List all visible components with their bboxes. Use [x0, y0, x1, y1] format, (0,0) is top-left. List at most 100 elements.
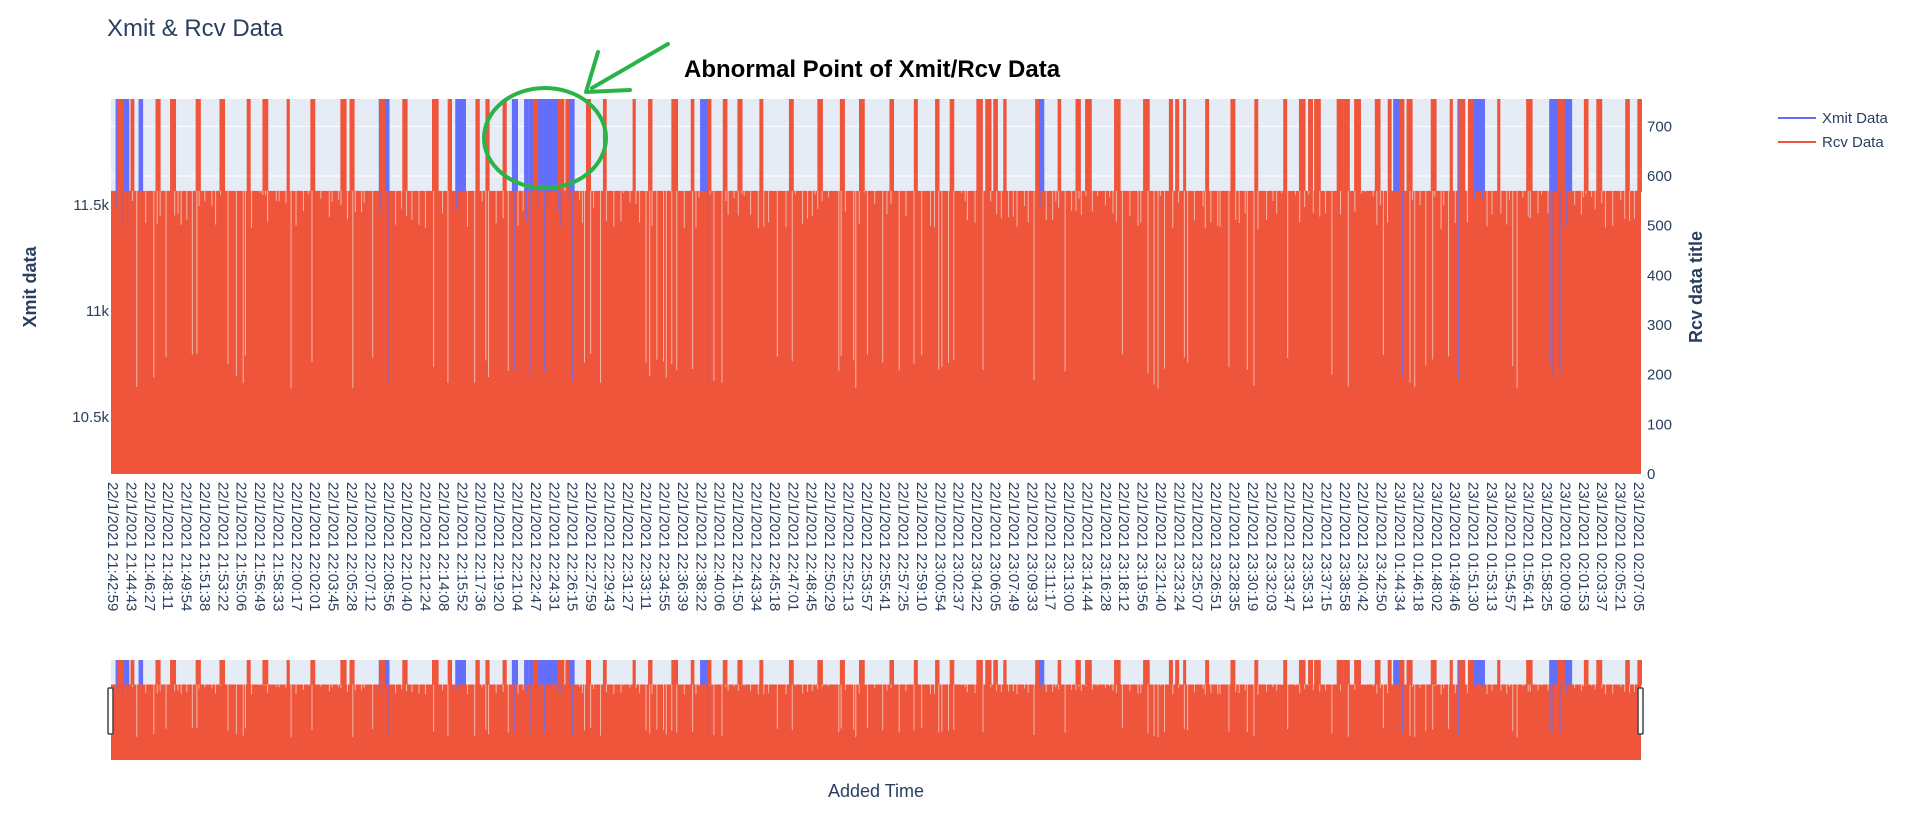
rcv-spike — [839, 660, 845, 686]
y-right-tick-label: 300 — [1647, 317, 1672, 334]
x-tick-label: 22/1/2021 22:26:15 — [564, 482, 581, 611]
rcv-spike — [195, 660, 201, 686]
range-slider[interactable] — [107, 660, 1644, 760]
rcv-spike — [219, 99, 226, 192]
annotation-arrow-head — [584, 50, 632, 94]
rcv-spike — [1557, 99, 1565, 192]
x-tick-label: 22/1/2021 22:17:36 — [472, 482, 489, 611]
x-tick-label: 22/1/2021 22:08:56 — [380, 482, 397, 611]
rcv-spike — [1283, 660, 1288, 686]
x-tick-label: 22/1/2021 23:40:42 — [1354, 482, 1371, 611]
rcv-spike — [737, 99, 743, 192]
rcv-spike — [1003, 99, 1007, 192]
x-tick-label: 22/1/2021 22:07:12 — [361, 482, 378, 611]
rcv-spike — [788, 660, 794, 686]
x-tick-label: 22/1/2021 23:35:31 — [1299, 482, 1316, 611]
y-right-tick-label: 100 — [1647, 416, 1672, 433]
x-tick-label: 22/1/2021 22:40:06 — [711, 482, 728, 611]
rcv-spike — [632, 660, 636, 686]
slider-handle-right[interactable] — [1637, 687, 1644, 735]
rcv-spike — [1168, 99, 1173, 192]
rcv-spike — [976, 660, 983, 686]
rcv-spike — [1168, 660, 1173, 686]
annotation-circle — [482, 86, 608, 190]
x-tick-label: 22/1/2021 22:38:22 — [692, 482, 709, 611]
rcv-spike — [1467, 99, 1474, 192]
rcv-spike — [1308, 99, 1314, 192]
rcv-spike — [585, 99, 592, 192]
rcv-spike — [502, 660, 507, 686]
rcv-spike — [1035, 660, 1040, 686]
legend-label-xmit[interactable]: Xmit Data — [1822, 110, 1889, 127]
left-axis-ticks: 10.5k 11k 11.5k — [72, 197, 109, 426]
x-tick-label: 22/1/2021 23:19:56 — [1134, 482, 1151, 611]
rcv-spike — [1387, 99, 1392, 192]
x-tick-label: 23/1/2021 01:56:41 — [1520, 482, 1537, 611]
rcv-spike — [432, 99, 439, 192]
rcv-spike — [859, 660, 865, 686]
y-right-tick-label: 0 — [1647, 466, 1655, 483]
x-tick-label: 22/1/2021 22:21:04 — [508, 482, 525, 611]
x-tick-label: 22/1/2021 21:53:22 — [214, 482, 231, 611]
x-tick-label: 22/1/2021 22:15:52 — [453, 482, 470, 611]
rcv-spike — [1308, 660, 1314, 686]
y-right-axis-title: Rcv data title — [1686, 231, 1706, 343]
rcv-spike — [1230, 660, 1236, 686]
x-tick-label: 23/1/2021 01:54:57 — [1501, 482, 1518, 611]
rcv-spike — [246, 99, 251, 192]
rcv-spike — [1114, 660, 1121, 686]
rcv-spike — [340, 660, 347, 686]
rcv-spike — [913, 99, 918, 192]
x-tick-label: 22/1/2021 22:02:01 — [306, 482, 323, 611]
rcv-spike — [1314, 660, 1321, 686]
rcv-area — [111, 684, 1641, 760]
x-tick-label: 22/1/2021 22:34:55 — [656, 482, 673, 611]
x-tick-label: 22/1/2021 21:48:11 — [159, 482, 176, 610]
rcv-spike — [976, 99, 983, 192]
x-tick-label: 22/1/2021 23:07:49 — [1005, 482, 1022, 611]
rcv-spike — [349, 99, 355, 192]
rcv-spike — [690, 660, 695, 686]
x-tick-label: 22/1/2021 23:16:28 — [1097, 482, 1114, 611]
rcv-spike — [949, 99, 955, 192]
rcv-spike — [117, 99, 124, 192]
rcv-spike — [155, 99, 161, 192]
rcv-spike — [1583, 660, 1589, 686]
rcv-spike — [1175, 660, 1180, 686]
x-tick-label: 22/1/2021 23:28:35 — [1226, 482, 1243, 611]
y-left-tick-label: 10.5k — [72, 409, 109, 426]
annotation: Abnormal Point of Xmit/Rcv Data — [482, 42, 1061, 190]
rcv-spike — [585, 660, 592, 686]
rcv-spike — [722, 660, 728, 686]
rcv-spike — [949, 660, 955, 686]
slider-handle-left[interactable] — [107, 687, 114, 735]
x-tick-label: 23/1/2021 02:00:09 — [1556, 482, 1573, 611]
x-tick-label: 22/1/2021 23:00:54 — [931, 482, 948, 611]
rcv-spike — [565, 660, 570, 686]
rcv-spike — [1637, 660, 1642, 686]
x-tick-label: 22/1/2021 22:50:29 — [821, 482, 838, 611]
x-tick-label: 22/1/2021 22:22:47 — [527, 482, 544, 611]
rcv-spike — [1596, 660, 1603, 686]
rcv-spike — [1625, 660, 1630, 686]
x-tick-label: 22/1/2021 23:23:24 — [1170, 482, 1187, 611]
annotation-arrow-shaft — [590, 42, 670, 90]
x-tick-label: 23/1/2021 01:51:30 — [1465, 482, 1482, 611]
x-tick-label: 23/1/2021 02:07:05 — [1630, 482, 1647, 611]
rcv-spike — [671, 99, 679, 192]
rcv-spike — [788, 99, 794, 192]
x-tick-label: 22/1/2021 23:14:44 — [1078, 482, 1095, 611]
rcv-spike — [1354, 660, 1361, 686]
x-tick-label: 22/1/2021 22:27:59 — [582, 482, 599, 611]
rcv-spike — [485, 660, 490, 686]
rcv-spike — [130, 660, 135, 686]
legend-label-rcv[interactable]: Rcv Data — [1822, 134, 1884, 151]
rcv-spike — [759, 660, 764, 686]
x-axis-title: Added Time — [828, 781, 924, 801]
rcv-spike — [286, 99, 290, 192]
rcv-spike — [1449, 660, 1453, 686]
rcv-spike — [379, 660, 386, 686]
x-tick-label: 22/1/2021 22:10:40 — [398, 482, 415, 611]
x-tick-label: 22/1/2021 23:25:07 — [1189, 482, 1206, 611]
rcv-spike — [219, 660, 226, 686]
